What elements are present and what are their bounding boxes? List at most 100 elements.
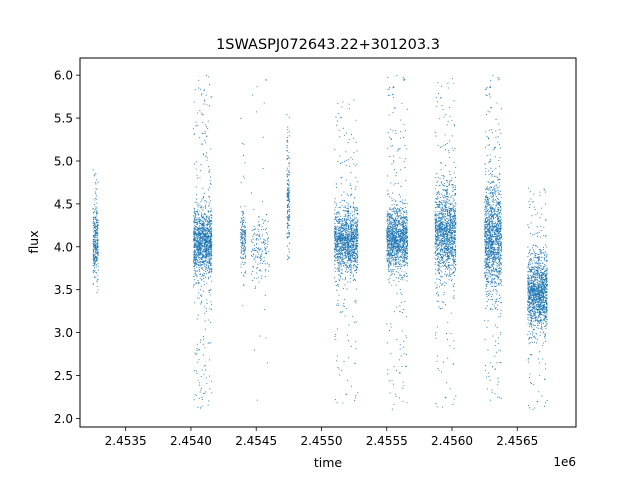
data-point bbox=[393, 85, 395, 88]
data-point bbox=[286, 199, 288, 201]
data-point bbox=[355, 186, 357, 188]
data-point bbox=[205, 259, 207, 261]
data-point bbox=[392, 246, 394, 248]
data-point bbox=[195, 186, 197, 188]
data-point bbox=[204, 222, 206, 224]
data-point bbox=[207, 157, 209, 159]
data-point bbox=[346, 334, 348, 336]
data-point bbox=[252, 254, 254, 256]
data-point bbox=[196, 248, 198, 250]
data-point bbox=[355, 233, 357, 235]
data-point bbox=[334, 201, 336, 203]
data-point bbox=[346, 221, 348, 223]
data-point bbox=[388, 219, 390, 221]
data-point bbox=[254, 249, 256, 251]
data-point bbox=[265, 227, 267, 229]
data-point bbox=[258, 281, 260, 283]
data-point bbox=[347, 281, 349, 283]
data-point bbox=[95, 188, 97, 190]
data-point bbox=[400, 260, 402, 262]
data-point bbox=[401, 216, 403, 218]
data-point bbox=[258, 230, 260, 232]
data-point bbox=[343, 257, 345, 260]
data-point bbox=[403, 202, 406, 204]
data-point bbox=[203, 215, 205, 217]
data-point bbox=[438, 238, 440, 240]
data-point bbox=[336, 233, 339, 235]
data-point bbox=[392, 234, 394, 237]
data-point bbox=[200, 201, 202, 203]
data-point bbox=[344, 251, 346, 253]
data-point bbox=[350, 250, 353, 252]
data-point bbox=[355, 299, 357, 301]
data-point bbox=[210, 289, 212, 291]
data-point bbox=[406, 402, 408, 404]
data-point bbox=[202, 217, 204, 219]
data-point bbox=[335, 228, 337, 230]
data-point bbox=[198, 230, 200, 232]
data-point bbox=[352, 243, 354, 245]
data-point bbox=[207, 253, 209, 255]
data-point bbox=[386, 233, 388, 235]
data-point bbox=[208, 278, 210, 280]
data-point bbox=[95, 206, 97, 208]
data-point bbox=[252, 229, 254, 231]
data-point bbox=[196, 234, 198, 236]
data-point bbox=[196, 234, 199, 236]
data-point bbox=[343, 191, 345, 193]
data-point bbox=[388, 243, 390, 245]
data-point bbox=[260, 248, 262, 250]
data-point bbox=[339, 215, 341, 217]
data-point bbox=[352, 227, 354, 229]
data-point bbox=[343, 199, 345, 201]
data-point bbox=[201, 233, 203, 235]
data-point bbox=[399, 196, 402, 198]
data-point bbox=[199, 250, 201, 252]
data-point bbox=[337, 256, 339, 258]
data-point bbox=[97, 247, 99, 249]
data-point bbox=[442, 178, 444, 180]
data-point bbox=[95, 257, 97, 259]
data-point bbox=[406, 240, 408, 242]
data-point bbox=[195, 217, 197, 219]
data-point bbox=[209, 232, 211, 235]
data-point bbox=[355, 228, 357, 230]
data-point bbox=[402, 277, 404, 279]
data-point bbox=[288, 172, 290, 174]
data-point bbox=[386, 241, 388, 243]
data-point bbox=[267, 237, 270, 239]
data-point bbox=[206, 152, 208, 154]
data-point bbox=[199, 221, 201, 223]
data-point bbox=[349, 249, 351, 251]
data-point bbox=[348, 214, 350, 216]
data-point bbox=[240, 226, 243, 228]
data-point bbox=[349, 247, 351, 249]
data-point bbox=[388, 265, 390, 267]
data-point bbox=[288, 258, 290, 260]
data-point bbox=[211, 220, 213, 222]
data-point bbox=[355, 225, 357, 228]
data-point bbox=[286, 146, 288, 148]
data-point bbox=[335, 244, 337, 246]
data-point bbox=[405, 235, 407, 237]
data-point bbox=[395, 237, 397, 239]
data-point bbox=[391, 239, 393, 241]
data-point bbox=[95, 183, 97, 185]
data-point bbox=[193, 224, 195, 226]
data-point bbox=[406, 253, 409, 255]
data-point bbox=[351, 220, 353, 222]
data-point bbox=[396, 259, 398, 261]
data-point bbox=[405, 231, 407, 233]
data-point bbox=[288, 157, 290, 159]
data-point bbox=[207, 319, 209, 321]
data-point bbox=[387, 251, 390, 253]
data-point bbox=[265, 231, 267, 233]
data-point bbox=[243, 252, 245, 254]
data-point bbox=[257, 263, 259, 265]
data-point bbox=[353, 233, 355, 235]
data-point bbox=[200, 294, 202, 296]
data-point bbox=[205, 264, 207, 267]
data-point bbox=[389, 95, 391, 97]
data-point bbox=[286, 196, 288, 198]
data-point bbox=[395, 200, 397, 202]
